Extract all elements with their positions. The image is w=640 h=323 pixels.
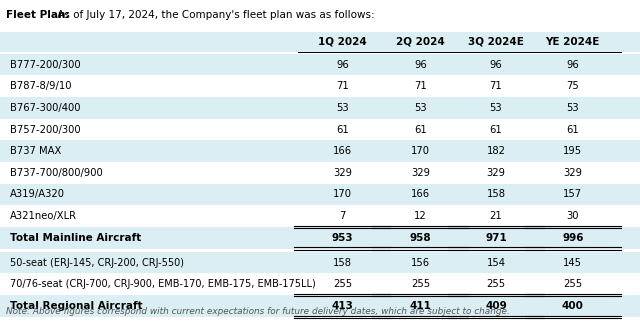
Text: 96: 96 [566, 60, 579, 69]
Text: 411: 411 [410, 301, 431, 311]
Text: 158: 158 [486, 190, 506, 199]
Text: 329: 329 [411, 168, 430, 178]
Text: B737 MAX: B737 MAX [10, 146, 61, 156]
Text: 255: 255 [333, 279, 352, 289]
Text: 154: 154 [486, 258, 506, 268]
Text: 166: 166 [411, 190, 430, 199]
Bar [0, 140, 640, 162]
Bar [0, 252, 640, 274]
Text: 53: 53 [490, 103, 502, 113]
Text: 255: 255 [486, 279, 506, 289]
Text: 156: 156 [411, 258, 430, 268]
Text: 61: 61 [414, 125, 427, 134]
Text: A319/A320: A319/A320 [10, 190, 65, 199]
Text: 53: 53 [414, 103, 427, 113]
Bar [0, 54, 640, 75]
Text: 53: 53 [566, 103, 579, 113]
Text: B737-700/800/900: B737-700/800/900 [10, 168, 102, 178]
Text: 3Q 2024E: 3Q 2024E [468, 37, 524, 47]
Text: 958: 958 [410, 233, 431, 243]
Text: B787-8/9/10: B787-8/9/10 [10, 81, 71, 91]
Text: 329: 329 [563, 168, 582, 178]
Text: 96: 96 [490, 60, 502, 69]
Text: B757-200/300: B757-200/300 [10, 125, 80, 134]
Text: 166: 166 [333, 146, 352, 156]
Text: 971: 971 [485, 233, 507, 243]
Text: 21: 21 [490, 211, 502, 221]
Text: 70/76-seat (CRJ-700, CRJ-900, EMB-170, EMB-175, EMB-175LL): 70/76-seat (CRJ-700, CRJ-900, EMB-170, E… [10, 279, 316, 289]
Text: B767-300/400: B767-300/400 [10, 103, 80, 113]
Text: 61: 61 [336, 125, 349, 134]
Text: YE 2024E: YE 2024E [546, 37, 600, 47]
Bar [0, 33, 640, 51]
Bar [0, 183, 640, 205]
Text: Fleet Plan:: Fleet Plan: [6, 10, 70, 20]
Text: 2Q 2024: 2Q 2024 [396, 37, 445, 47]
Text: 96: 96 [414, 60, 427, 69]
Text: Total Regional Aircraft: Total Regional Aircraft [10, 301, 142, 311]
Text: 157: 157 [563, 190, 582, 199]
Text: 71: 71 [336, 81, 349, 91]
Text: 61: 61 [566, 125, 579, 134]
Text: 1Q 2024: 1Q 2024 [318, 37, 367, 47]
Text: 75: 75 [566, 81, 579, 91]
Text: 12: 12 [414, 211, 427, 221]
Text: 953: 953 [332, 233, 353, 243]
Text: 329: 329 [333, 168, 352, 178]
Text: 400: 400 [562, 301, 584, 311]
Text: 170: 170 [411, 146, 430, 156]
Text: 170: 170 [333, 190, 352, 199]
Bar [0, 227, 640, 249]
Text: 255: 255 [563, 279, 582, 289]
Text: 7: 7 [339, 211, 346, 221]
Text: As of July 17, 2024, the Company's fleet plan was as follows:: As of July 17, 2024, the Company's fleet… [54, 10, 374, 20]
Text: A321neo/XLR: A321neo/XLR [10, 211, 77, 221]
Text: Total Mainline Aircraft: Total Mainline Aircraft [10, 233, 141, 243]
Text: 53: 53 [336, 103, 349, 113]
Text: Note: Above figures correspond with current expectations for future delivery dat: Note: Above figures correspond with curr… [6, 307, 510, 316]
Bar [0, 97, 640, 119]
Text: 145: 145 [563, 258, 582, 268]
Text: 329: 329 [486, 168, 506, 178]
Text: 61: 61 [490, 125, 502, 134]
Text: 50-seat (ERJ-145, CRJ-200, CRJ-550): 50-seat (ERJ-145, CRJ-200, CRJ-550) [10, 258, 184, 268]
Text: B777-200/300: B777-200/300 [10, 60, 80, 69]
Text: 409: 409 [485, 301, 507, 311]
Text: 195: 195 [563, 146, 582, 156]
Text: 71: 71 [490, 81, 502, 91]
Text: 71: 71 [414, 81, 427, 91]
Text: 996: 996 [562, 233, 584, 243]
Text: 30: 30 [566, 211, 579, 221]
Bar [0, 295, 640, 317]
Text: 255: 255 [411, 279, 430, 289]
Text: 182: 182 [486, 146, 506, 156]
Text: 96: 96 [336, 60, 349, 69]
Text: 413: 413 [332, 301, 353, 311]
Text: 158: 158 [333, 258, 352, 268]
